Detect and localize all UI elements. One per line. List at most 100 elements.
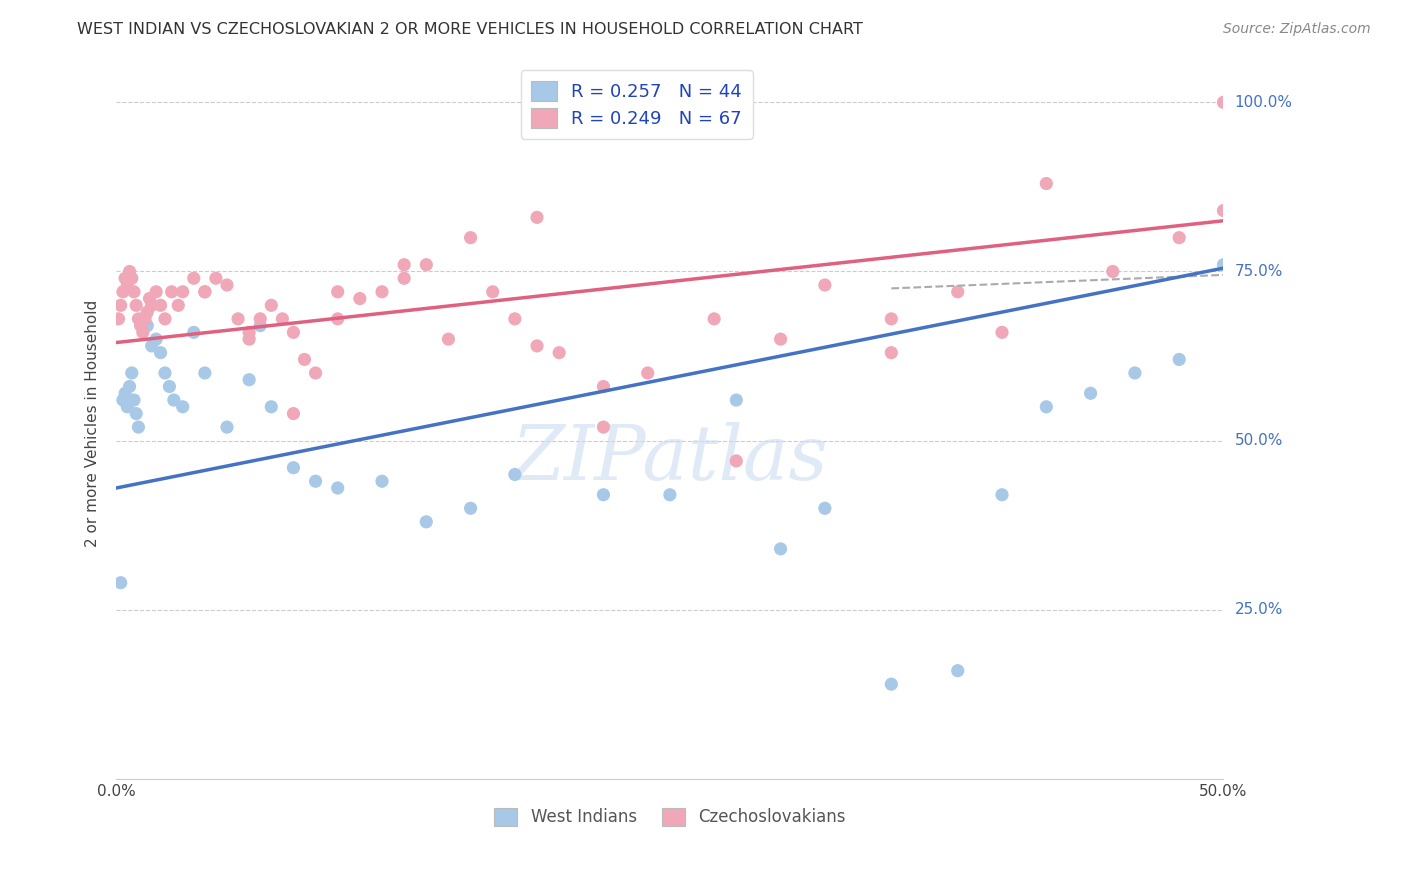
- Point: [125, 407, 148, 421]
- Point: [121, 271, 143, 285]
- Point: [349, 292, 371, 306]
- Point: [725, 392, 748, 407]
- Point: [153, 366, 176, 380]
- Point: [118, 379, 141, 393]
- Y-axis label: 2 or more Vehicles in Household: 2 or more Vehicles in Household: [86, 300, 100, 548]
- Point: [1035, 177, 1057, 191]
- Point: [141, 339, 163, 353]
- Legend: West Indians, Czechoslovakians: West Indians, Czechoslovakians: [485, 799, 855, 835]
- Point: [991, 326, 1014, 340]
- Point: [592, 420, 614, 434]
- Point: [503, 311, 526, 326]
- Point: [814, 501, 837, 516]
- Text: 75.0%: 75.0%: [1234, 264, 1282, 279]
- Point: [415, 258, 437, 272]
- Point: [326, 481, 349, 495]
- Point: [122, 285, 145, 299]
- Point: [283, 326, 305, 340]
- Point: [110, 298, 132, 312]
- Point: [183, 271, 205, 285]
- Point: [637, 366, 659, 380]
- Point: [991, 488, 1014, 502]
- Point: [149, 345, 172, 359]
- Point: [111, 285, 134, 299]
- Point: [769, 541, 792, 556]
- Point: [118, 264, 141, 278]
- Point: [1080, 386, 1102, 401]
- Point: [117, 278, 139, 293]
- Text: WEST INDIAN VS CZECHOSLOVAKIAN 2 OR MORE VEHICLES IN HOUSEHOLD CORRELATION CHART: WEST INDIAN VS CZECHOSLOVAKIAN 2 OR MORE…: [77, 22, 863, 37]
- Point: [371, 474, 394, 488]
- Point: [226, 311, 249, 326]
- Point: [117, 400, 139, 414]
- Point: [160, 285, 183, 299]
- Point: [114, 386, 136, 401]
- Point: [110, 575, 132, 590]
- Point: [658, 488, 681, 502]
- Point: [703, 311, 725, 326]
- Point: [271, 311, 294, 326]
- Point: [194, 285, 217, 299]
- Point: [526, 211, 548, 225]
- Point: [238, 373, 260, 387]
- Point: [127, 311, 149, 326]
- Point: [392, 258, 415, 272]
- Point: [592, 379, 614, 393]
- Point: [503, 467, 526, 482]
- Point: [260, 400, 283, 414]
- Point: [111, 392, 134, 407]
- Point: [163, 392, 186, 407]
- Point: [880, 345, 903, 359]
- Point: [149, 298, 172, 312]
- Point: [946, 285, 969, 299]
- Point: [260, 298, 283, 312]
- Point: [138, 292, 160, 306]
- Point: [481, 285, 503, 299]
- Point: [134, 311, 156, 326]
- Point: [205, 271, 228, 285]
- Point: [283, 460, 305, 475]
- Point: [283, 407, 305, 421]
- Text: Source: ZipAtlas.com: Source: ZipAtlas.com: [1223, 22, 1371, 37]
- Point: [167, 298, 190, 312]
- Point: [1035, 400, 1057, 414]
- Point: [183, 326, 205, 340]
- Point: [769, 332, 792, 346]
- Point: [1212, 203, 1234, 218]
- Point: [194, 285, 217, 299]
- Point: [1101, 264, 1123, 278]
- Point: [415, 515, 437, 529]
- Point: [304, 366, 326, 380]
- Point: [145, 332, 167, 346]
- Point: [145, 285, 167, 299]
- Point: [371, 285, 394, 299]
- Point: [249, 318, 271, 333]
- Point: [215, 278, 238, 293]
- Point: [121, 366, 143, 380]
- Point: [129, 318, 152, 333]
- Point: [107, 311, 129, 326]
- Point: [125, 298, 148, 312]
- Point: [1168, 352, 1191, 367]
- Point: [880, 311, 903, 326]
- Point: [238, 332, 260, 346]
- Text: 50.0%: 50.0%: [1234, 434, 1282, 448]
- Point: [1212, 258, 1234, 272]
- Point: [460, 230, 482, 244]
- Point: [880, 677, 903, 691]
- Point: [136, 305, 159, 319]
- Point: [392, 271, 415, 285]
- Point: [294, 352, 316, 367]
- Point: [194, 366, 217, 380]
- Point: [326, 285, 349, 299]
- Point: [122, 392, 145, 407]
- Point: [132, 311, 155, 326]
- Point: [132, 326, 155, 340]
- Point: [592, 488, 614, 502]
- Point: [136, 318, 159, 333]
- Point: [946, 664, 969, 678]
- Point: [238, 326, 260, 340]
- Point: [141, 298, 163, 312]
- Text: ZIPatlas: ZIPatlas: [512, 422, 828, 496]
- Point: [1123, 366, 1146, 380]
